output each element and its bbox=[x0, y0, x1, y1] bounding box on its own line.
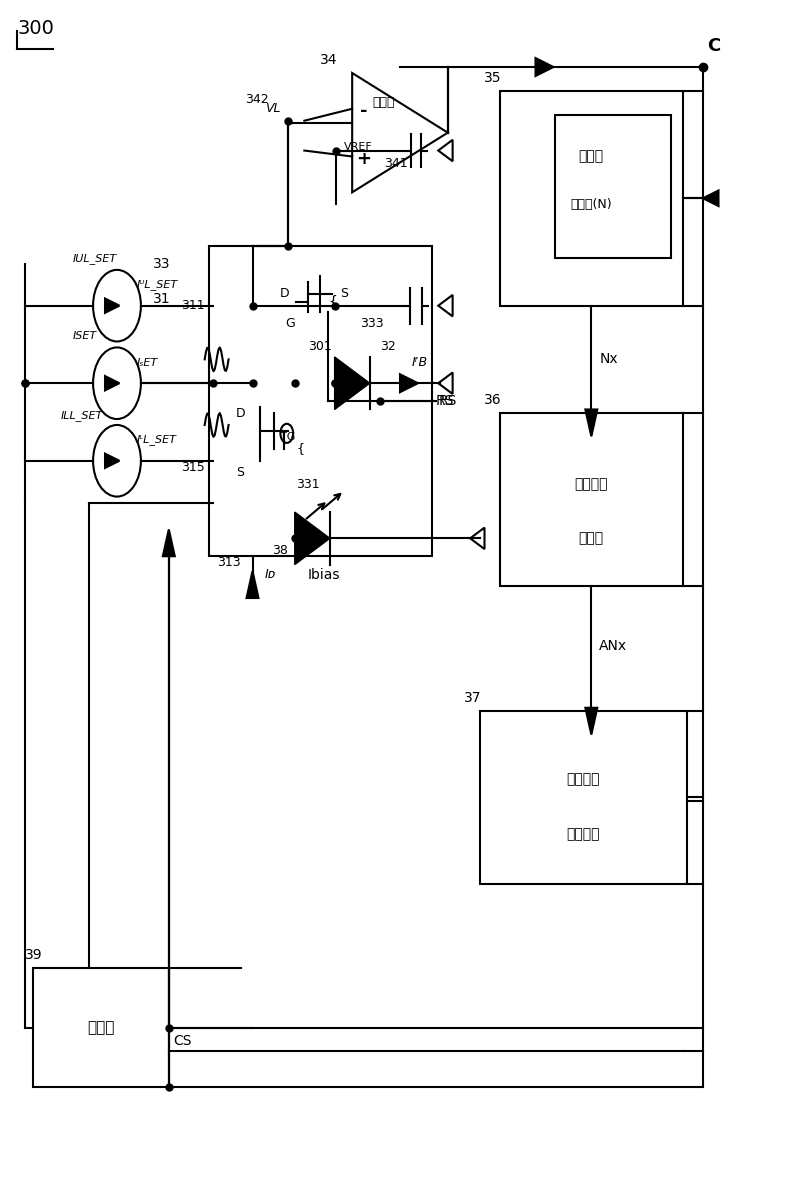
Text: 计数值(N): 计数值(N) bbox=[570, 197, 612, 210]
Text: 转换器: 转换器 bbox=[578, 531, 604, 545]
Polygon shape bbox=[294, 512, 330, 565]
Text: S: S bbox=[237, 466, 245, 480]
Text: 计数器: 计数器 bbox=[578, 150, 604, 164]
Text: IₛET: IₛET bbox=[137, 358, 158, 367]
Text: 301: 301 bbox=[309, 341, 332, 353]
Text: 300: 300 bbox=[18, 19, 54, 38]
Text: TG: TG bbox=[281, 432, 296, 441]
Bar bbox=[500, 91, 683, 306]
Text: 数字模拟: 数字模拟 bbox=[574, 477, 608, 492]
Text: 341: 341 bbox=[384, 157, 408, 170]
Text: 34: 34 bbox=[319, 53, 337, 67]
Text: IᴸL_SET: IᴸL_SET bbox=[137, 434, 177, 445]
Text: 33: 33 bbox=[153, 257, 170, 271]
Polygon shape bbox=[105, 376, 119, 390]
Bar bbox=[480, 712, 687, 884]
Text: +: + bbox=[357, 150, 372, 167]
Polygon shape bbox=[703, 190, 718, 206]
Text: 313: 313 bbox=[217, 556, 241, 569]
Text: 激光二极: 激光二极 bbox=[566, 773, 600, 786]
Text: 38: 38 bbox=[273, 544, 288, 557]
Text: 比较器: 比较器 bbox=[373, 97, 395, 109]
Text: IUL_SET: IUL_SET bbox=[73, 254, 118, 264]
Text: 315: 315 bbox=[181, 460, 205, 474]
Polygon shape bbox=[163, 530, 174, 556]
Polygon shape bbox=[586, 708, 598, 734]
Text: CS: CS bbox=[173, 1033, 191, 1048]
Text: Ibias: Ibias bbox=[308, 568, 341, 582]
Polygon shape bbox=[400, 374, 418, 392]
Text: 36: 36 bbox=[484, 393, 502, 407]
Text: 342: 342 bbox=[245, 93, 268, 106]
Text: 333: 333 bbox=[360, 317, 384, 330]
Text: 31: 31 bbox=[153, 292, 170, 306]
Text: D: D bbox=[236, 407, 246, 420]
Text: 331: 331 bbox=[296, 478, 320, 492]
Bar bbox=[209, 246, 432, 556]
Text: ANx: ANx bbox=[599, 639, 627, 653]
Text: RS: RS bbox=[436, 395, 454, 408]
Text: VREF: VREF bbox=[344, 142, 373, 152]
Polygon shape bbox=[105, 299, 119, 313]
Polygon shape bbox=[334, 356, 370, 409]
Text: {: { bbox=[296, 443, 304, 456]
Text: C: C bbox=[707, 37, 720, 55]
Text: Nx: Nx bbox=[599, 353, 618, 366]
Text: -: - bbox=[360, 102, 368, 120]
Text: 311: 311 bbox=[181, 299, 205, 312]
Text: 35: 35 bbox=[484, 71, 502, 85]
Text: IᵁL_SET: IᵁL_SET bbox=[137, 279, 178, 291]
Bar bbox=[500, 413, 683, 586]
Bar bbox=[34, 968, 169, 1087]
Text: RS: RS bbox=[438, 395, 457, 408]
Text: 管驱动器: 管驱动器 bbox=[566, 828, 600, 841]
Text: 32: 32 bbox=[380, 341, 396, 353]
Text: ILL_SET: ILL_SET bbox=[61, 410, 103, 421]
Text: ISET: ISET bbox=[73, 331, 98, 341]
Text: G: G bbox=[285, 317, 295, 330]
Polygon shape bbox=[535, 59, 554, 77]
Text: Iᴅ: Iᴅ bbox=[265, 568, 276, 580]
Bar bbox=[555, 115, 671, 258]
Text: {: { bbox=[328, 295, 337, 309]
Polygon shape bbox=[586, 409, 598, 437]
Text: 39: 39 bbox=[26, 948, 43, 962]
Polygon shape bbox=[105, 453, 119, 468]
Text: VL: VL bbox=[265, 102, 281, 115]
Text: S: S bbox=[340, 287, 348, 300]
Text: 控制器: 控制器 bbox=[87, 1020, 114, 1035]
Text: D: D bbox=[279, 287, 290, 300]
Polygon shape bbox=[246, 572, 258, 598]
Text: 37: 37 bbox=[464, 691, 482, 706]
Text: IᶠB: IᶠB bbox=[412, 356, 428, 368]
